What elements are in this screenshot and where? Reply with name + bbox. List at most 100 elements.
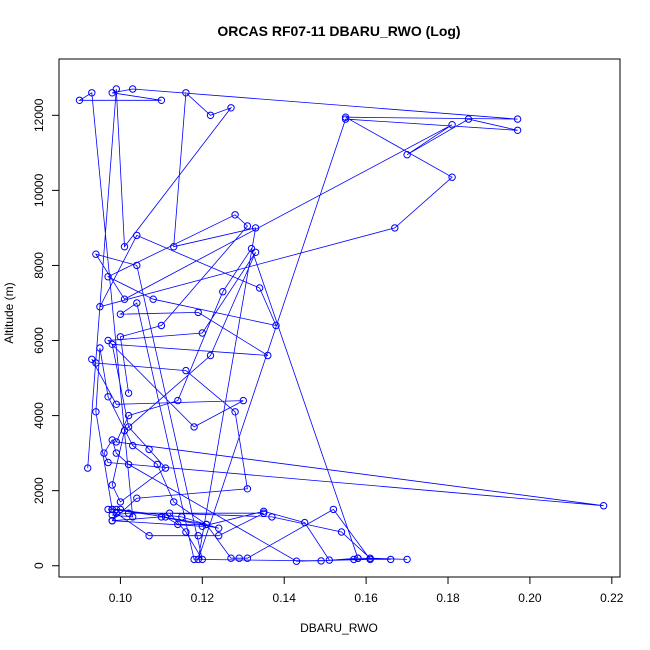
data-point bbox=[182, 528, 190, 536]
data-point bbox=[170, 498, 178, 506]
data-point bbox=[157, 513, 166, 521]
data-point bbox=[387, 555, 395, 564]
data-point bbox=[243, 222, 252, 230]
data-point bbox=[182, 366, 190, 375]
data-point bbox=[84, 464, 92, 472]
x-tick-label: 0.18 bbox=[436, 591, 460, 605]
data-point bbox=[215, 524, 223, 532]
data-point bbox=[366, 555, 374, 564]
series-points bbox=[75, 85, 608, 565]
data-point bbox=[198, 522, 207, 530]
data-point bbox=[264, 351, 272, 360]
data-point bbox=[448, 121, 456, 129]
data-point bbox=[161, 464, 170, 472]
data-point bbox=[198, 555, 207, 564]
data-point bbox=[317, 557, 325, 565]
data-point bbox=[124, 389, 133, 397]
data-point bbox=[124, 411, 133, 420]
chart-title: ORCAS RF07-11 DBARU_RWO (Log) bbox=[217, 23, 460, 39]
y-axis-label: Altitude (m) bbox=[2, 282, 16, 343]
data-point bbox=[174, 396, 182, 405]
data-point bbox=[120, 295, 129, 303]
data-point bbox=[206, 351, 215, 360]
data-point bbox=[350, 555, 358, 564]
data-point bbox=[129, 441, 137, 450]
data-point bbox=[301, 518, 309, 527]
data-point bbox=[260, 509, 268, 517]
data-point bbox=[260, 507, 268, 515]
data-point bbox=[182, 89, 190, 97]
data-point bbox=[464, 115, 473, 123]
data-point bbox=[104, 393, 112, 401]
data-point bbox=[268, 513, 276, 521]
data-point bbox=[104, 273, 112, 281]
data-point bbox=[108, 481, 116, 489]
data-point bbox=[112, 400, 121, 408]
data-point bbox=[145, 445, 153, 454]
data-point bbox=[129, 85, 137, 93]
data-point bbox=[129, 513, 137, 521]
data-point bbox=[391, 224, 399, 232]
data-point bbox=[341, 113, 350, 121]
data-point bbox=[120, 426, 129, 435]
data-point bbox=[116, 333, 125, 341]
data-point bbox=[239, 396, 248, 405]
data-point bbox=[88, 355, 96, 363]
data-point bbox=[157, 96, 166, 105]
y-tick-label: 8000 bbox=[32, 252, 46, 279]
data-point bbox=[227, 554, 235, 562]
data-point bbox=[116, 310, 125, 318]
data-point bbox=[247, 244, 256, 253]
data-point bbox=[116, 498, 125, 506]
data-point bbox=[100, 449, 108, 457]
data-point bbox=[272, 321, 280, 330]
data-point bbox=[448, 173, 456, 181]
data-point bbox=[133, 299, 141, 307]
data-point bbox=[198, 329, 207, 337]
data-point bbox=[104, 505, 112, 514]
x-tick-label: 0.22 bbox=[600, 591, 624, 605]
data-point bbox=[513, 115, 522, 123]
data-point bbox=[96, 344, 104, 352]
data-point bbox=[219, 288, 227, 296]
data-point bbox=[243, 554, 252, 562]
x-tick-label: 0.12 bbox=[191, 591, 215, 605]
data-point bbox=[194, 308, 202, 317]
data-point bbox=[231, 211, 239, 219]
data-point bbox=[235, 554, 243, 562]
data-point bbox=[112, 505, 121, 514]
data-point bbox=[133, 231, 141, 240]
data-point bbox=[194, 555, 202, 564]
data-point bbox=[96, 303, 104, 311]
data-point bbox=[92, 359, 100, 367]
data-point bbox=[170, 243, 178, 251]
data-point bbox=[108, 89, 116, 97]
data-point bbox=[92, 408, 100, 416]
data-point bbox=[202, 520, 211, 529]
data-point bbox=[403, 151, 411, 159]
data-point bbox=[292, 557, 301, 565]
data-point bbox=[75, 96, 84, 105]
x-tick-label: 0.16 bbox=[354, 591, 378, 605]
y-tick-label: 6000 bbox=[32, 327, 46, 354]
x-tick-label: 0.20 bbox=[518, 591, 542, 605]
data-point bbox=[108, 511, 116, 519]
data-point bbox=[108, 505, 116, 514]
data-point bbox=[92, 250, 100, 258]
data-point bbox=[403, 555, 411, 564]
data-point bbox=[153, 460, 162, 469]
series-lines bbox=[78, 88, 604, 562]
data-point bbox=[124, 460, 133, 469]
data-point bbox=[174, 520, 182, 529]
data-point bbox=[255, 284, 264, 292]
data-point bbox=[354, 554, 362, 562]
data-point bbox=[599, 502, 608, 510]
data-point bbox=[108, 340, 116, 348]
data-point bbox=[133, 494, 141, 502]
data-point bbox=[325, 556, 333, 564]
data-point bbox=[116, 505, 125, 514]
data-point bbox=[108, 436, 116, 444]
data-point bbox=[243, 485, 252, 493]
